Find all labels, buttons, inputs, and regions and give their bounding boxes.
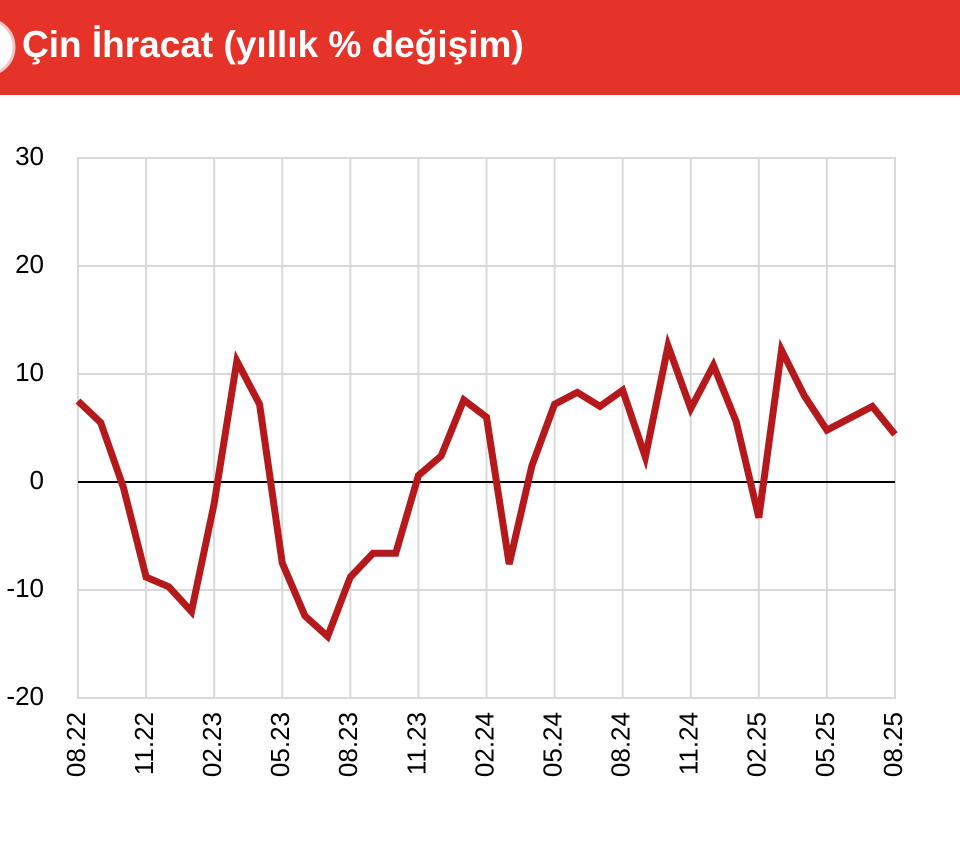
data-line [75, 333, 898, 643]
x-tick-label: 02.25 [742, 712, 772, 777]
y-tick-label: 30 [15, 141, 44, 171]
x-tick-label: 05.25 [810, 712, 840, 777]
y-tick-label: -10 [6, 573, 44, 603]
y-tick-label: 0 [30, 465, 44, 495]
x-tick-label: 11.24 [674, 712, 704, 775]
x-tick-label: 02.24 [469, 712, 499, 777]
chart-title: Çin İhracat (yıllık % değişim) [22, 24, 524, 65]
x-tick-label: 05.23 [265, 712, 295, 777]
x-tick-label: 02.23 [197, 712, 227, 777]
x-tick-label: 05.24 [537, 712, 567, 777]
header-icon [0, 21, 16, 73]
x-tick-label: 11.23 [401, 712, 431, 775]
x-tick-label: 08.25 [878, 712, 908, 777]
x-tick-label: 08.22 [61, 712, 91, 777]
plot-border [77, 157, 896, 699]
y-tick-label: 10 [15, 357, 44, 387]
y-tick-label: 20 [15, 249, 44, 279]
x-tick-label: 08.24 [606, 712, 636, 777]
y-tick-label: -20 [6, 681, 44, 711]
x-tick-label: 08.23 [333, 712, 363, 777]
x-tick-label: 11.22 [129, 712, 159, 775]
header-bar [0, 0, 960, 95]
